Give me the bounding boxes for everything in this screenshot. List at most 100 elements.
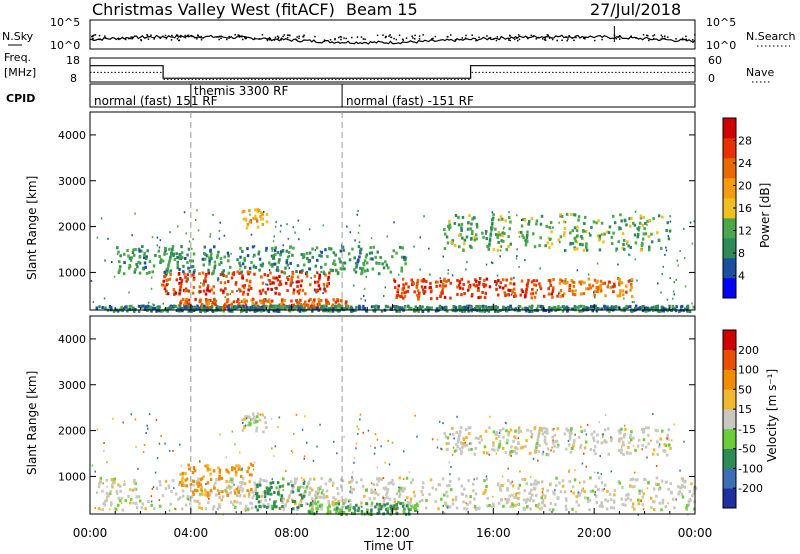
power-cell bbox=[307, 304, 310, 308]
power-cell bbox=[320, 254, 323, 258]
power-cell bbox=[547, 279, 551, 282]
velocity-cell bbox=[565, 498, 568, 502]
velocity-cell bbox=[532, 457, 535, 460]
velocity-cell bbox=[468, 432, 471, 436]
velocity-cell bbox=[629, 484, 632, 488]
velocity-cell bbox=[556, 443, 560, 447]
velocity-cell bbox=[198, 505, 201, 509]
velocity-cell bbox=[572, 491, 575, 495]
power-cell bbox=[564, 278, 567, 281]
velocity-cell bbox=[384, 487, 387, 491]
power-cell bbox=[356, 213, 358, 216]
power-cell bbox=[254, 303, 257, 307]
power-cell bbox=[218, 237, 221, 240]
velocity-cell bbox=[227, 484, 231, 488]
velocity-cell bbox=[528, 491, 532, 495]
velocity-cell bbox=[526, 497, 529, 501]
velocity-colorbar-tick-label: -50 bbox=[738, 443, 756, 456]
velocity-cell bbox=[466, 503, 469, 506]
power-cell bbox=[324, 248, 327, 252]
power-cell bbox=[276, 278, 280, 282]
power-cell bbox=[184, 300, 188, 304]
power-cell bbox=[128, 291, 130, 294]
power-cell bbox=[174, 305, 178, 308]
power-cell bbox=[275, 286, 278, 290]
velocity-cell bbox=[591, 489, 595, 493]
power-cell bbox=[391, 255, 394, 259]
power-cell bbox=[178, 267, 181, 271]
power-cell bbox=[237, 298, 240, 302]
velocity-cell bbox=[484, 429, 488, 433]
power-cell bbox=[254, 214, 257, 218]
velocity-cell bbox=[541, 432, 544, 436]
power-cell bbox=[666, 309, 670, 313]
velocity-cell bbox=[605, 440, 608, 444]
power-cell bbox=[322, 271, 326, 275]
noise-search-point bbox=[568, 35, 570, 37]
power-cell bbox=[429, 306, 432, 310]
power-cell bbox=[230, 276, 234, 280]
velocity-cell bbox=[371, 490, 374, 494]
velocity-cell bbox=[501, 446, 505, 450]
noise-search-point bbox=[121, 36, 124, 39]
noise-search-point bbox=[514, 38, 516, 41]
velocity-cell bbox=[246, 507, 250, 511]
power-cell bbox=[187, 289, 190, 293]
velocity-cell bbox=[448, 483, 451, 487]
power-cell bbox=[560, 215, 564, 218]
power-cell bbox=[351, 247, 354, 251]
power-cell bbox=[614, 305, 618, 309]
noise-search-point bbox=[288, 34, 290, 37]
velocity-cell bbox=[553, 492, 556, 496]
power-cell bbox=[280, 307, 283, 311]
velocity-cell bbox=[256, 508, 259, 512]
power-cell bbox=[358, 224, 361, 227]
velocity-colorbar-swatch bbox=[723, 468, 736, 489]
noise-search-point bbox=[618, 35, 621, 37]
power-cell bbox=[596, 307, 599, 310]
power-cell bbox=[322, 282, 326, 286]
velocity-cell bbox=[370, 488, 373, 492]
velocity-cell bbox=[225, 456, 227, 459]
power-cell bbox=[363, 269, 367, 273]
velocity-cell bbox=[185, 484, 188, 488]
velocity-cell bbox=[482, 451, 486, 455]
noise-search-point bbox=[94, 34, 97, 36]
power-cell bbox=[632, 221, 635, 225]
velocity-cell bbox=[151, 487, 154, 490]
power-cell bbox=[633, 233, 637, 237]
power-cell bbox=[280, 250, 283, 254]
power-cell bbox=[460, 229, 463, 232]
power-cell bbox=[677, 264, 679, 267]
power-cell bbox=[462, 282, 465, 286]
velocity-cell bbox=[135, 506, 139, 509]
power-cell bbox=[221, 305, 224, 309]
velocity-cell bbox=[118, 484, 122, 488]
power-cell bbox=[332, 307, 335, 310]
velocity-cell bbox=[406, 506, 410, 510]
velocity-cell bbox=[377, 505, 380, 509]
velocity-cell bbox=[517, 437, 519, 440]
velocity-cell bbox=[600, 503, 603, 507]
power-cell bbox=[148, 271, 151, 274]
power-cell bbox=[180, 281, 183, 285]
power-cell bbox=[95, 306, 98, 310]
power-cell bbox=[178, 281, 181, 285]
velocity-cell bbox=[532, 499, 535, 503]
power-cell bbox=[376, 250, 379, 254]
power-cell bbox=[123, 252, 126, 256]
power-cell bbox=[473, 238, 476, 242]
power-cell bbox=[151, 306, 155, 310]
power-cell bbox=[104, 259, 106, 262]
velocity-cell bbox=[376, 438, 379, 441]
power-cell bbox=[491, 262, 494, 265]
velocity-cell bbox=[586, 423, 589, 426]
power-cell bbox=[300, 270, 304, 274]
velocity-cell bbox=[558, 481, 561, 485]
velocity-cell bbox=[488, 426, 491, 430]
power-cell bbox=[684, 285, 687, 288]
velocity-cell bbox=[497, 482, 500, 486]
power-cell bbox=[526, 281, 530, 285]
velocity-cell bbox=[685, 506, 688, 510]
power-cell bbox=[370, 305, 374, 309]
